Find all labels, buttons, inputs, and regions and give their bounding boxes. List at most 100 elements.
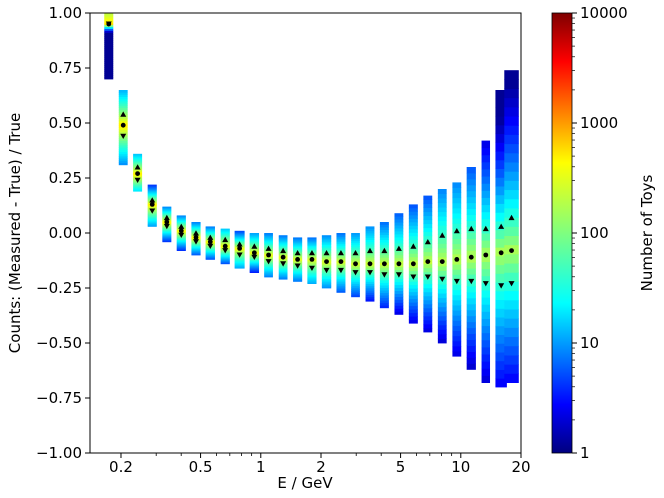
heatmap-cell xyxy=(147,215,157,217)
heatmap-cell xyxy=(466,196,476,204)
lower-quantile-marker xyxy=(366,270,373,276)
heatmap-cell xyxy=(437,220,447,226)
heatmap-cell xyxy=(264,267,273,270)
heatmap-cell xyxy=(147,216,157,219)
heatmap-cell xyxy=(264,233,273,235)
heatmap-cell xyxy=(379,280,389,283)
median-marker xyxy=(324,259,329,264)
heatmap-cell xyxy=(495,308,507,318)
x-axis-label: E / GeV xyxy=(277,474,333,492)
heatmap-cell xyxy=(466,178,476,186)
heatmap-cell xyxy=(176,243,186,245)
heatmap-cell xyxy=(220,259,230,262)
median-marker xyxy=(367,261,373,267)
median-marker xyxy=(454,257,460,262)
heatmap-cell xyxy=(264,239,273,242)
heatmap-cell xyxy=(321,239,332,242)
heatmap-cell xyxy=(264,234,273,236)
heatmap-cell xyxy=(394,216,404,220)
heatmap-cell xyxy=(205,248,215,251)
heatmap-cell xyxy=(321,274,332,276)
heatmap-cell xyxy=(466,214,476,221)
heatmap-cell xyxy=(351,240,360,243)
heatmap-cell xyxy=(278,246,288,249)
heatmap-cell xyxy=(191,226,201,229)
median-marker xyxy=(222,243,228,249)
heatmap-cell xyxy=(365,279,375,282)
heatmap-cell xyxy=(365,239,375,243)
heatmap-cell xyxy=(147,195,157,198)
heatmap-cell xyxy=(133,183,143,185)
heatmap-cell xyxy=(437,238,447,244)
heatmap-cell xyxy=(234,261,245,264)
heatmap-cell xyxy=(307,241,317,244)
heatmap-cell xyxy=(176,216,186,218)
heatmap-cell xyxy=(365,241,375,245)
upper-quantile-marker xyxy=(308,250,315,256)
heatmap-cell xyxy=(466,220,476,227)
heatmap-cell xyxy=(118,92,128,95)
heatmap-cell xyxy=(481,282,491,291)
upper-quantile-marker xyxy=(134,164,141,170)
heatmap-cell xyxy=(423,255,433,261)
heatmap-cell xyxy=(104,44,114,47)
upper-quantile-marker xyxy=(508,214,515,221)
heatmap-cell xyxy=(495,98,507,108)
heatmap-cell xyxy=(423,227,433,233)
lower-quantile-marker xyxy=(236,252,243,258)
heatmap-cell xyxy=(133,185,143,188)
heatmap-cell xyxy=(504,116,519,126)
heatmap-cell xyxy=(234,266,245,268)
heatmap-cell xyxy=(162,206,172,209)
upper-quantile-marker xyxy=(468,225,475,232)
heatmap-cell xyxy=(452,351,462,357)
median-marker xyxy=(237,246,243,251)
heatmap-cell xyxy=(191,244,201,246)
heatmap-cell xyxy=(351,274,360,277)
median-marker xyxy=(381,261,387,267)
heatmap-cell xyxy=(264,264,273,266)
heatmap-cell xyxy=(437,216,447,222)
heatmap-cell xyxy=(133,162,143,165)
heatmap-cell xyxy=(336,280,346,283)
heatmap-cell xyxy=(466,232,476,239)
y-tick-label: 0.50 xyxy=(49,114,82,132)
heatmap-cell xyxy=(336,243,346,246)
heatmap-cell xyxy=(162,238,172,241)
heatmap-cell xyxy=(495,107,507,117)
heatmap-cell xyxy=(394,234,404,238)
heatmap-cell xyxy=(249,264,260,267)
heatmap-cell xyxy=(423,307,433,313)
heatmap-cell xyxy=(394,237,404,241)
heatmap-cell xyxy=(147,185,157,188)
heatmap-cell xyxy=(293,243,303,246)
heatmap-cell xyxy=(394,231,404,235)
heatmap-cell xyxy=(118,109,128,113)
heatmap-cell xyxy=(147,225,157,227)
heatmap-cell xyxy=(321,277,332,280)
heatmap-cell xyxy=(307,278,317,280)
upper-quantile-marker xyxy=(366,247,373,254)
heatmap-cell xyxy=(147,190,157,193)
heatmap-cell xyxy=(249,242,260,244)
heatmap-cell xyxy=(466,309,476,317)
heatmap-cell xyxy=(452,192,462,199)
heatmap-cell xyxy=(133,153,143,156)
heatmap-cell xyxy=(321,280,332,283)
heatmap-cell xyxy=(504,318,519,328)
y-tick-label: 0.75 xyxy=(49,59,82,77)
heatmap-cell xyxy=(481,325,491,334)
heatmap-cell xyxy=(495,299,507,309)
median-marker xyxy=(207,239,213,245)
heatmap-cell xyxy=(104,73,114,76)
heatmap-cell xyxy=(321,241,332,244)
heatmap-cell xyxy=(423,251,433,257)
heatmap-cell xyxy=(495,317,507,327)
heatmap-cell xyxy=(466,286,476,293)
heatmap-cell xyxy=(104,75,114,78)
heatmap-cell xyxy=(408,218,418,223)
heatmap-cell xyxy=(133,186,143,189)
heatmap-cell xyxy=(466,208,476,216)
heatmap-cell xyxy=(133,182,143,184)
heatmap-cell xyxy=(394,290,404,294)
